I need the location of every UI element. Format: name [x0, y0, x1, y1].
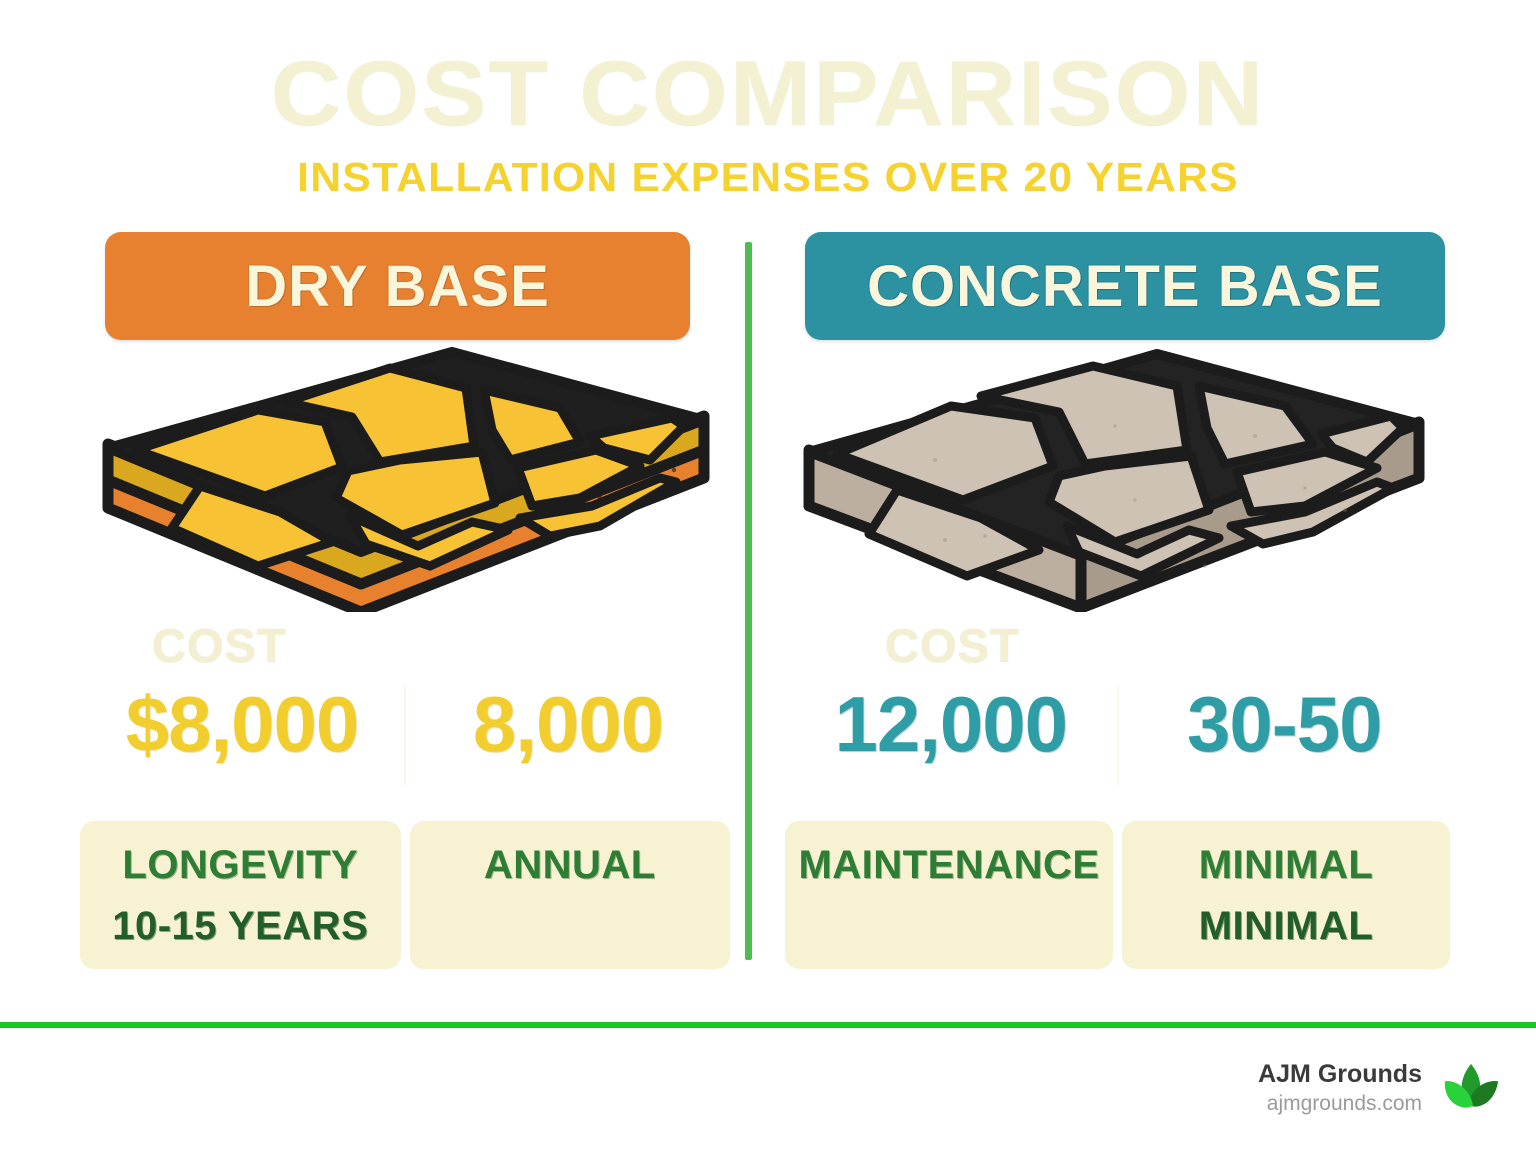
dry-base-stat-annual: 8,000: [472, 680, 664, 768]
concrete-base-stat-lifespan: 30-50: [1187, 680, 1382, 768]
column-concrete-base: CONCRETE BASE: [785, 232, 1450, 969]
dry-base-illustration: [80, 340, 730, 612]
dry-base-card-annual: ANNUAL: [409, 821, 730, 969]
concrete-base-card-minimal-value: MINIMAL: [1198, 903, 1374, 948]
dry-base-card-longevity: LONGEVITY 10-15 YEARS: [80, 821, 401, 969]
dry-base-card-longevity-title: LONGEVITY: [122, 843, 359, 887]
dry-base-card-longevity-value: 10-15 YEARS: [112, 903, 369, 948]
footer-text-block: AJM Grounds ajmgrounds.com: [1258, 1059, 1422, 1119]
paver-dry-base-isometric-icon: [102, 347, 710, 612]
brand-name: AJM Grounds: [1258, 1060, 1422, 1089]
concrete-base-card-minimal-title: MINIMAL: [1198, 843, 1374, 887]
dry-base-cards: LONGEVITY 10-15 YEARS ANNUAL: [80, 821, 730, 969]
concrete-base-card-maintenance: MAINTENANCE: [785, 821, 1113, 969]
concrete-base-badge: CONCRETE BASE: [805, 232, 1445, 340]
column-divider: [745, 242, 752, 960]
paver-concrete-base-isometric-icon: [803, 349, 1425, 612]
column-dry-base: DRY BASE: [80, 232, 730, 969]
concrete-base-stat-divider: [1116, 685, 1119, 785]
footer-divider-rule: [0, 1022, 1536, 1028]
dry-base-badge: DRY BASE: [105, 232, 690, 340]
dry-base-stats: $8,000 8,000: [80, 685, 730, 785]
concrete-base-card-maintenance-title: MAINTENANCE: [798, 843, 1100, 887]
concrete-base-card-minimal: MINIMAL MINIMAL: [1122, 821, 1450, 969]
brand-url: ajmgrounds.com: [1266, 1092, 1422, 1116]
dry-base-cost-label: COST: [152, 619, 287, 672]
concrete-base-stats: 12,000 30-50: [785, 685, 1450, 785]
footer-branding: AJM Grounds ajmgrounds.com: [1258, 1058, 1502, 1120]
dry-base-badge-label: DRY BASE: [245, 253, 550, 319]
concrete-base-cost-label: COST: [885, 619, 1020, 672]
concrete-base-illustration: [785, 340, 1450, 612]
page-title: COST COMPARISON: [270, 43, 1266, 145]
concrete-base-stat-cost: 12,000: [834, 680, 1068, 768]
dry-base-stat-divider: [404, 685, 406, 785]
dry-base-stat-cost: $8,000: [125, 680, 360, 768]
leaf-trio-logo-icon: [1444, 1063, 1499, 1108]
page-subtitle: INSTALLATION EXPENSES OVER 20 YEARS: [297, 154, 1239, 200]
concrete-base-badge-label: CONCRETE BASE: [867, 253, 1383, 319]
concrete-base-cards: MAINTENANCE MINIMAL MINIMAL: [785, 821, 1450, 969]
dry-base-card-annual-title: ANNUAL: [483, 843, 656, 887]
